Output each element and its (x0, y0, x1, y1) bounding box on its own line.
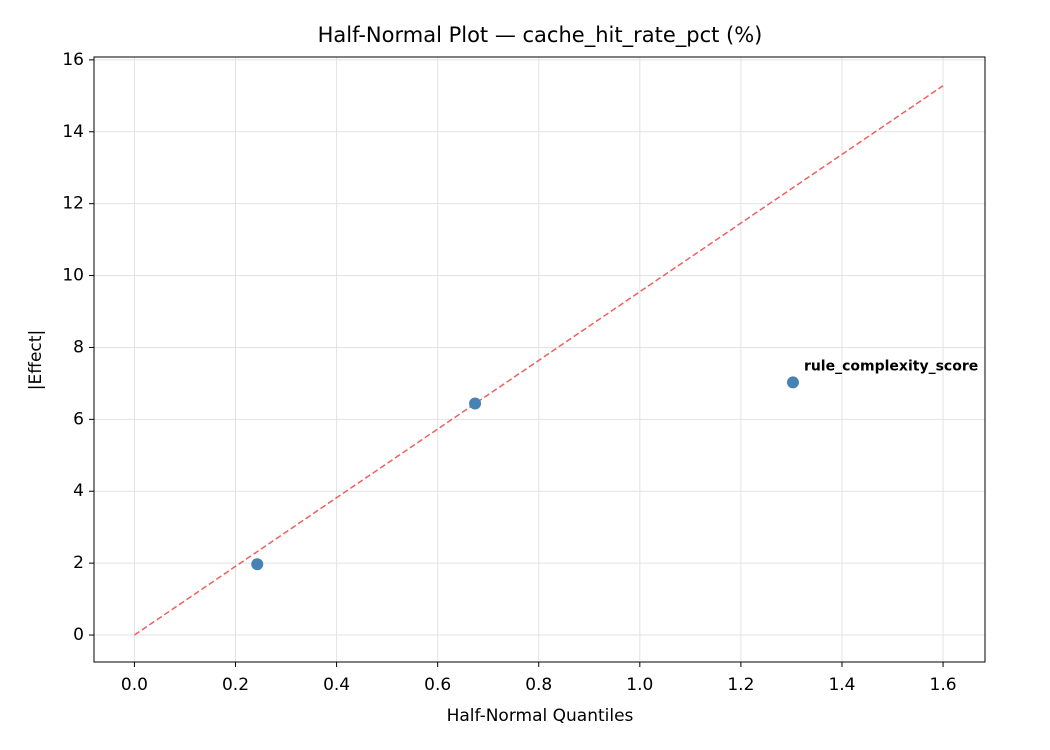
plot-frame (93, 56, 986, 663)
reference-line (134, 85, 944, 636)
y-tick-label: 14 (62, 122, 84, 142)
x-axis-label: Half-Normal Quantiles (447, 706, 634, 726)
x-tick-label: 1.2 (727, 675, 754, 695)
point (469, 397, 482, 410)
chart-title: Half-Normal Plot — cache_hit_rate_pct (%… (318, 23, 763, 48)
y-tick-label: 4 (73, 481, 84, 501)
x-tick-label: 0.0 (121, 675, 148, 695)
x-tick-label: 1.0 (626, 675, 653, 695)
x-tick-label: 1.6 (930, 675, 957, 695)
x-tick-label: 0.8 (525, 675, 552, 695)
point-label: rule_complexity_score (804, 358, 978, 374)
y-tick-label: 0 (73, 625, 84, 645)
y-tick-label: 6 (73, 409, 84, 429)
y-tick-label: 10 (62, 266, 84, 286)
x-tick-label: 0.2 (222, 675, 249, 695)
x-tick-label: 1.4 (828, 675, 855, 695)
y-tick-label: 2 (73, 553, 84, 573)
x-tick-label: 0.4 (323, 675, 350, 695)
y-tick-label: 12 (62, 194, 84, 214)
y-tick-label: 16 (62, 50, 84, 70)
point (251, 558, 264, 571)
x-tick-label: 0.6 (424, 675, 451, 695)
y-axis-label: |Effect| (26, 330, 46, 390)
y-tick-label: 8 (73, 337, 84, 357)
point (786, 376, 799, 389)
